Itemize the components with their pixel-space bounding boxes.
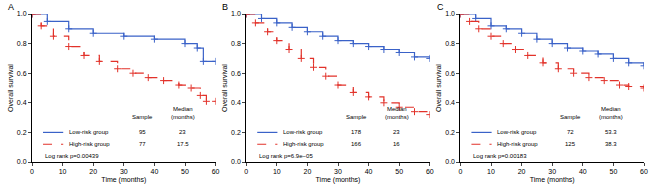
svg-text:0.6: 0.6	[445, 70, 455, 77]
svg-text:Overall survival: Overall survival	[221, 64, 228, 112]
svg-text:Median(months): Median(months)	[171, 106, 195, 120]
svg-text:0.0: 0.0	[445, 158, 455, 165]
svg-text:Overall survival: Overall survival	[7, 64, 14, 112]
svg-text:0.8: 0.8	[445, 40, 455, 47]
svg-text:95: 95	[139, 129, 146, 135]
svg-text:Sample: Sample	[560, 114, 581, 120]
svg-text:20: 20	[518, 168, 526, 175]
svg-text:0.2: 0.2	[17, 129, 27, 136]
svg-text:B: B	[222, 2, 228, 12]
svg-text:Low-risk group: Low-risk group	[69, 129, 109, 135]
svg-text:1.0: 1.0	[231, 10, 241, 17]
svg-text:125: 125	[565, 141, 576, 147]
svg-text:72: 72	[567, 129, 574, 135]
svg-text:1.0: 1.0	[445, 10, 455, 17]
svg-text:20: 20	[304, 168, 312, 175]
svg-text:0.0: 0.0	[231, 158, 241, 165]
svg-text:23: 23	[179, 129, 186, 135]
svg-text:0.0: 0.0	[17, 158, 27, 165]
svg-text:Median(months): Median(months)	[599, 106, 623, 120]
svg-text:0.2: 0.2	[445, 129, 455, 136]
svg-text:50: 50	[181, 168, 189, 175]
svg-text:Low-risk group: Low-risk group	[497, 129, 537, 135]
svg-text:0.2: 0.2	[231, 129, 241, 136]
svg-text:178: 178	[351, 129, 362, 135]
svg-text:Time (months): Time (months)	[101, 176, 146, 184]
svg-text:0.8: 0.8	[17, 40, 27, 47]
svg-text:Low-risk group: Low-risk group	[283, 129, 323, 135]
svg-text:High-risk group: High-risk group	[497, 141, 538, 147]
svg-text:17.5: 17.5	[177, 141, 189, 147]
svg-text:0.4: 0.4	[231, 99, 241, 106]
svg-text:16: 16	[393, 141, 400, 147]
svg-text:60: 60	[640, 168, 648, 175]
svg-text:0.8: 0.8	[231, 40, 241, 47]
svg-text:50: 50	[610, 168, 618, 175]
svg-text:40: 40	[151, 168, 159, 175]
svg-text:A: A	[8, 2, 14, 12]
svg-text:10: 10	[487, 168, 495, 175]
svg-text:30: 30	[334, 168, 342, 175]
svg-text:Log rank p=0.00439: Log rank p=0.00439	[45, 153, 99, 159]
svg-text:Median(months): Median(months)	[385, 106, 409, 120]
svg-text:Log rank p=6.9e−05: Log rank p=6.9e−05	[259, 153, 313, 159]
svg-text:High-risk group: High-risk group	[69, 141, 110, 147]
svg-text:Time (months): Time (months)	[316, 176, 361, 184]
svg-text:0: 0	[244, 168, 248, 175]
svg-text:60: 60	[212, 168, 220, 175]
svg-text:30: 30	[548, 168, 556, 175]
svg-text:53.3: 53.3	[605, 129, 617, 135]
svg-text:20: 20	[89, 168, 97, 175]
svg-text:77: 77	[139, 141, 146, 147]
svg-text:0.4: 0.4	[445, 99, 455, 106]
svg-text:0.6: 0.6	[231, 70, 241, 77]
svg-text:0.6: 0.6	[17, 70, 27, 77]
svg-text:60: 60	[426, 168, 434, 175]
svg-text:Sample: Sample	[346, 114, 367, 120]
svg-text:0: 0	[30, 168, 34, 175]
svg-text:0: 0	[458, 168, 462, 175]
svg-text:Log rank p=0.00183: Log rank p=0.00183	[473, 153, 527, 159]
svg-text:40: 40	[579, 168, 587, 175]
svg-text:166: 166	[351, 141, 362, 147]
svg-text:40: 40	[365, 168, 373, 175]
svg-text:0.4: 0.4	[17, 99, 27, 106]
svg-text:C: C	[437, 2, 444, 12]
svg-text:Sample: Sample	[132, 114, 153, 120]
svg-text:Overall survival: Overall survival	[435, 64, 442, 112]
svg-text:10: 10	[59, 168, 67, 175]
svg-text:Time (months): Time (months)	[530, 176, 575, 184]
svg-text:1.0: 1.0	[17, 10, 27, 17]
svg-text:23: 23	[393, 129, 400, 135]
svg-text:10: 10	[273, 168, 281, 175]
svg-text:High-risk group: High-risk group	[283, 141, 324, 147]
svg-text:38.3: 38.3	[605, 141, 617, 147]
svg-text:50: 50	[395, 168, 403, 175]
svg-text:30: 30	[120, 168, 128, 175]
